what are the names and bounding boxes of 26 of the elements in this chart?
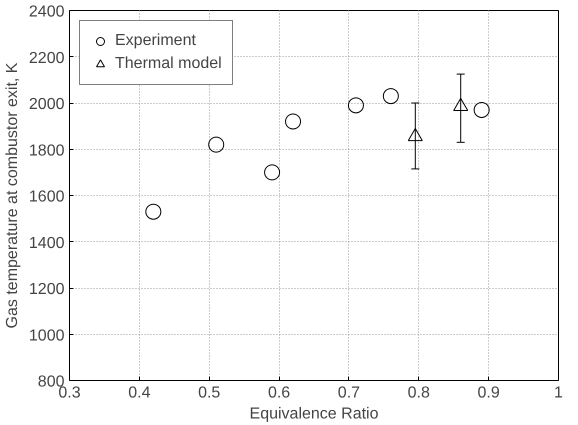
x-tick-label: 0.7 [338, 384, 360, 402]
y-tick-label: 1000 [28, 327, 65, 344]
legend-label: Experiment [115, 32, 196, 50]
point [382, 88, 399, 104]
x-tick-label: 1 [554, 384, 564, 402]
x-tick-label: 0.9 [478, 384, 500, 402]
x-tick-label: 0.6 [268, 384, 290, 402]
y-tick-label: 1200 [28, 281, 65, 298]
x-tick-label: 0.8 [408, 384, 430, 402]
point [348, 97, 364, 114]
legend-label: Thermal model [115, 55, 222, 73]
y-axis-title: Gas temperature at combustor exit, K [4, 62, 21, 328]
y-tick-label: 1400 [28, 234, 65, 252]
y-tick-label: 2400 [28, 4, 65, 20]
point [285, 114, 302, 130]
x-axis-title: Equivalence Ratio [250, 406, 379, 422]
y-tick-label: 1800 [28, 142, 65, 160]
y-tick-label: 1600 [28, 188, 65, 206]
x-tick-label: 0.4 [128, 384, 151, 402]
point [474, 102, 490, 118]
y-tick-label: 2200 [28, 50, 65, 67]
x-tick-label: 0.5 [198, 384, 220, 402]
y-tick-label: 2000 [28, 96, 65, 113]
point [264, 164, 280, 180]
point [208, 136, 224, 153]
point [145, 204, 162, 220]
